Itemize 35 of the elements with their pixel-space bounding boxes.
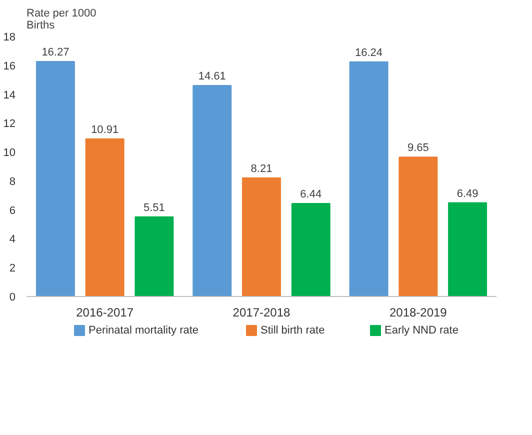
data-label: 9.65 [407,142,429,154]
bar [36,60,75,296]
data-label: 14.61 [198,70,226,82]
x-tick-label: 2016-2017 [76,306,134,320]
y-axis-title: Rate per 1000 Births [26,8,96,32]
y-tick-label: 18 [3,32,16,44]
x-tick-label: 2018-2019 [389,306,448,320]
data-label: 8.21 [250,162,272,175]
bar [349,61,388,296]
data-label: 6.44 [300,188,322,200]
y-tick-label: 4 [9,234,16,246]
y-tick-label: 2 [9,262,16,275]
bar [448,202,488,296]
bar [291,202,330,296]
y-tick-label: 12 [3,118,16,130]
bar [134,216,174,296]
bar [242,177,281,296]
bar [192,84,232,296]
y-tick-label: 16 [3,60,16,72]
y-tick-label: 8 [9,176,16,188]
data-label: 6.49 [456,188,478,200]
data-label: 16.24 [355,46,383,59]
y-tick-label: 10 [3,147,16,160]
y-tick-label: 6 [9,204,16,217]
data-label: 10.91 [91,124,119,136]
y-tick-label: 0 [9,292,16,304]
legend-label: Perinatal mortality rate [88,324,199,336]
legend-label: Early NND rate [384,324,458,336]
legend-label: Still birth rate [260,324,325,336]
data-label: 5.51 [144,202,165,214]
data-label: 16.27 [42,46,70,58]
x-tick-label: 2017-2018 [232,306,291,320]
y-tick-label: 14 [3,89,16,102]
bar [85,138,124,296]
bar [398,156,438,296]
